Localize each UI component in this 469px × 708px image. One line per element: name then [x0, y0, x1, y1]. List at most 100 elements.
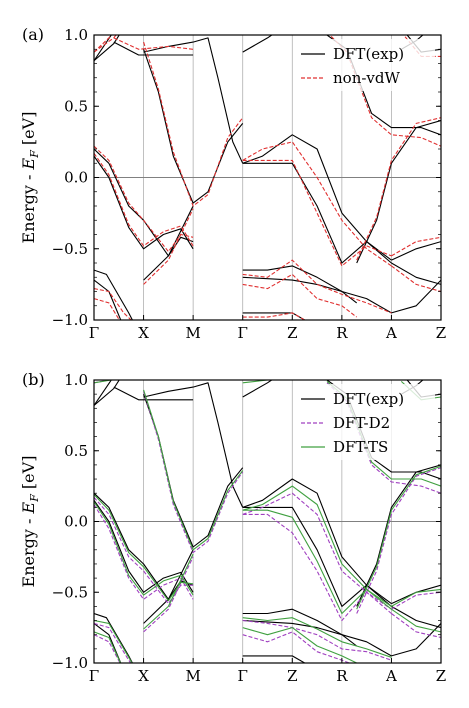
- y-tick-label: −1.0: [52, 654, 88, 672]
- band-line-non-vdw-7: [143, 41, 244, 207]
- x-tick-label: M: [185, 324, 200, 342]
- band-line-dft-exp--11: [242, 478, 392, 607]
- bands-group: [94, 380, 441, 663]
- band-line-dft-d2-11: [326, 382, 441, 494]
- band-line-dft-exp--17: [356, 464, 441, 607]
- y-tick-label: −1.0: [52, 311, 88, 329]
- band-line-dft-exp--17: [356, 119, 441, 264]
- band-line-dft-d2-4: [94, 634, 121, 663]
- band-line-non-vdw-3: [94, 152, 194, 247]
- x-tick-label: Γ: [238, 324, 248, 342]
- band-line-dft-exp--4: [94, 612, 134, 663]
- band-line-dft-ts-4: [94, 631, 122, 663]
- legend-label: DFT-D2: [333, 414, 390, 432]
- legend-background: [295, 39, 435, 91]
- band-line-dft-ts-10: [242, 627, 357, 663]
- legend-label: non-vdW: [333, 69, 400, 87]
- band-line-dft-exp--19: [391, 605, 441, 629]
- band-line-dft-exp--15: [242, 35, 273, 53]
- band-line-dft-exp--4: [94, 269, 134, 320]
- x-tick-label: A: [385, 667, 397, 685]
- band-line-dft-exp--9: [143, 205, 194, 281]
- y-tick-label: 0.0: [64, 513, 88, 531]
- x-tick-label: R: [336, 667, 348, 685]
- band-line-dft-d2-6: [143, 556, 194, 633]
- band-line-dft-exp--15: [242, 380, 273, 398]
- x-tick-label: Γ: [89, 667, 99, 685]
- y-tick-label: 1.0: [64, 26, 88, 44]
- band-line-dft-exp--18: [391, 584, 441, 605]
- band-line-non-vdw-10: [242, 141, 392, 267]
- band-line-dft-ts-1: [94, 494, 194, 602]
- band-line-dft-ts-15: [391, 608, 441, 633]
- band-line-non-vdw-17: [391, 265, 441, 293]
- band-line-dft-exp--3: [94, 155, 194, 250]
- band-line-dft-ts-7: [242, 509, 392, 615]
- band-line-non-vdw-8: [143, 208, 194, 285]
- band-line-dft-exp--3: [94, 499, 194, 593]
- y-axis-label: Energy - EF [eV]: [19, 456, 41, 588]
- band-line-dft-exp--7: [143, 49, 244, 204]
- y-axis-label: Energy - EF [eV]: [19, 112, 41, 244]
- band-line-dft-d2-10: [242, 631, 351, 663]
- band-line-dft-exp--12: [242, 608, 392, 657]
- panel-b: −1.0 −0.5 0.0 0.5 1.0 Γ X M Γ Z R A Z Energy - EF [eV…: [19, 370, 446, 685]
- band-line-dft-ts-3: [94, 619, 133, 663]
- band-line-non-vdw-15: [356, 117, 441, 261]
- band-line-dft-ts-14: [391, 588, 441, 607]
- x-tick-label: Z: [436, 667, 446, 685]
- panel-label: (b): [22, 370, 45, 389]
- band-line-dft-d2-1: [94, 497, 194, 605]
- band-line-dft-ts-11: [242, 380, 269, 384]
- y-tick-label: −0.5: [52, 240, 88, 258]
- band-line-dft-ts-0: [94, 380, 113, 384]
- x-tick-label: M: [185, 667, 200, 685]
- band-line-non-vdw-16: [391, 236, 441, 257]
- band-line-dft-d2-7: [242, 513, 392, 622]
- x-tick-label: R: [336, 324, 348, 342]
- band-line-dft-exp--12: [242, 265, 392, 314]
- bands-group: [94, 35, 441, 320]
- band-line-dft-ts-5: [143, 389, 244, 551]
- panel-a: −1.0 −0.5 0.0 0.5 1.0 Γ X M Γ Z R A Z Energy - EF [eV…: [19, 25, 446, 342]
- y-tick-label: 0.5: [64, 97, 88, 115]
- band-line-dft-d2-13: [391, 591, 441, 610]
- band-line-dft-d2-2: [94, 504, 194, 600]
- band-line-dft-exp--20: [391, 623, 441, 657]
- x-tick-label: X: [138, 667, 149, 685]
- x-tick-label: Z: [287, 324, 297, 342]
- band-line-dft-d2-14: [391, 613, 441, 639]
- band-line-dft-exp--19: [391, 262, 441, 285]
- band-line-dft-exp--18: [391, 241, 441, 261]
- band-line-non-vdw-6: [113, 37, 194, 50]
- band-line-dft-d2-12: [356, 467, 441, 614]
- band-line-dft-d2-8: [242, 492, 392, 614]
- band-line-dft-exp--11: [242, 134, 392, 264]
- band-line-dft-d2-9: [242, 619, 392, 661]
- band-line-non-vdw-14: [329, 35, 441, 147]
- band-line-dft-ts-8: [242, 485, 392, 610]
- band-line-non-vdw-13: [242, 312, 306, 320]
- band-line-dft-d2-3: [94, 622, 132, 663]
- y-tick-label: 0.0: [64, 169, 88, 187]
- band-line-dft-exp--6: [113, 41, 194, 56]
- band-line-dft-exp--13: [242, 619, 358, 647]
- band-line-dft-d2-5: [143, 391, 244, 554]
- x-tick-label: Γ: [238, 667, 248, 685]
- y-tick-label: 0.5: [64, 442, 88, 460]
- band-line-dft-exp--6: [113, 386, 194, 401]
- band-line-dft-ts-13: [356, 465, 441, 610]
- band-line-non-vdw-5: [94, 298, 121, 320]
- band-line-dft-exp--9: [143, 549, 194, 624]
- band-line-non-vdw-12: [242, 273, 358, 318]
- band-line-non-vdw-9: [242, 159, 392, 267]
- band-line-dft-ts-9: [242, 617, 392, 658]
- band-line-dft-exp--20: [391, 279, 441, 314]
- band-line-dft-exp--14: [242, 655, 306, 663]
- band-line-dft-exp--0: [94, 35, 120, 62]
- legend-label: DFT(exp): [333, 45, 404, 63]
- x-tick-label: Γ: [89, 324, 99, 342]
- panel-label: (a): [22, 25, 44, 44]
- band-line-non-vdw-11: [242, 259, 392, 314]
